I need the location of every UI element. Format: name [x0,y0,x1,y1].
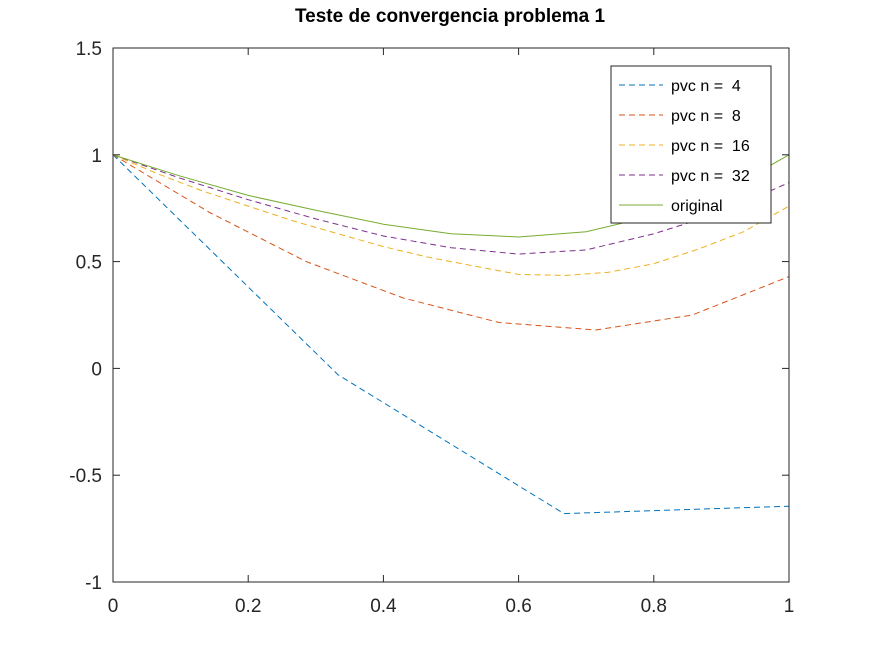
y-tick-label: -1 [85,573,102,594]
x-tick-label: 0.4 [370,596,397,617]
series-line-3 [113,154,789,255]
legend-label-4: original [671,198,723,215]
y-tick-label: 1.5 [76,39,102,60]
y-tick-label: 1 [91,146,102,167]
axes-box [112,47,790,583]
x-tick-label: 0.2 [235,596,261,617]
y-tick-label: 0.5 [76,253,102,274]
chart-title: Teste de convergencia problema 1 [295,6,606,27]
tick-layer: 0 0.2 0.4 0.6 0.8 1 -1 -0.5 0 0.5 1 1.5 [69,39,794,617]
series-line-1 [113,154,789,331]
x-tick-label: 0.6 [505,596,531,617]
legend-label-1: pvc n = 8 [671,108,741,125]
legend: pvc n = 4 pvc n = 8 pvc n = 16 pvc n = 32 or… [610,65,772,224]
x-tick-label: 0.8 [641,596,667,617]
series-line-2 [113,154,789,277]
legend-label-2: pvc n = 16 [671,138,750,155]
legend-label-3: pvc n = 32 [671,168,750,185]
legend-label-0: pvc n = 4 [671,78,741,95]
legend-box [610,65,772,224]
x-tick-label: 1 [784,596,795,617]
series-line-0 [113,154,789,515]
y-tick-label: -0.5 [69,466,102,487]
y-tick-label: 0 [91,359,102,380]
x-tick-label: 0 [108,596,119,617]
